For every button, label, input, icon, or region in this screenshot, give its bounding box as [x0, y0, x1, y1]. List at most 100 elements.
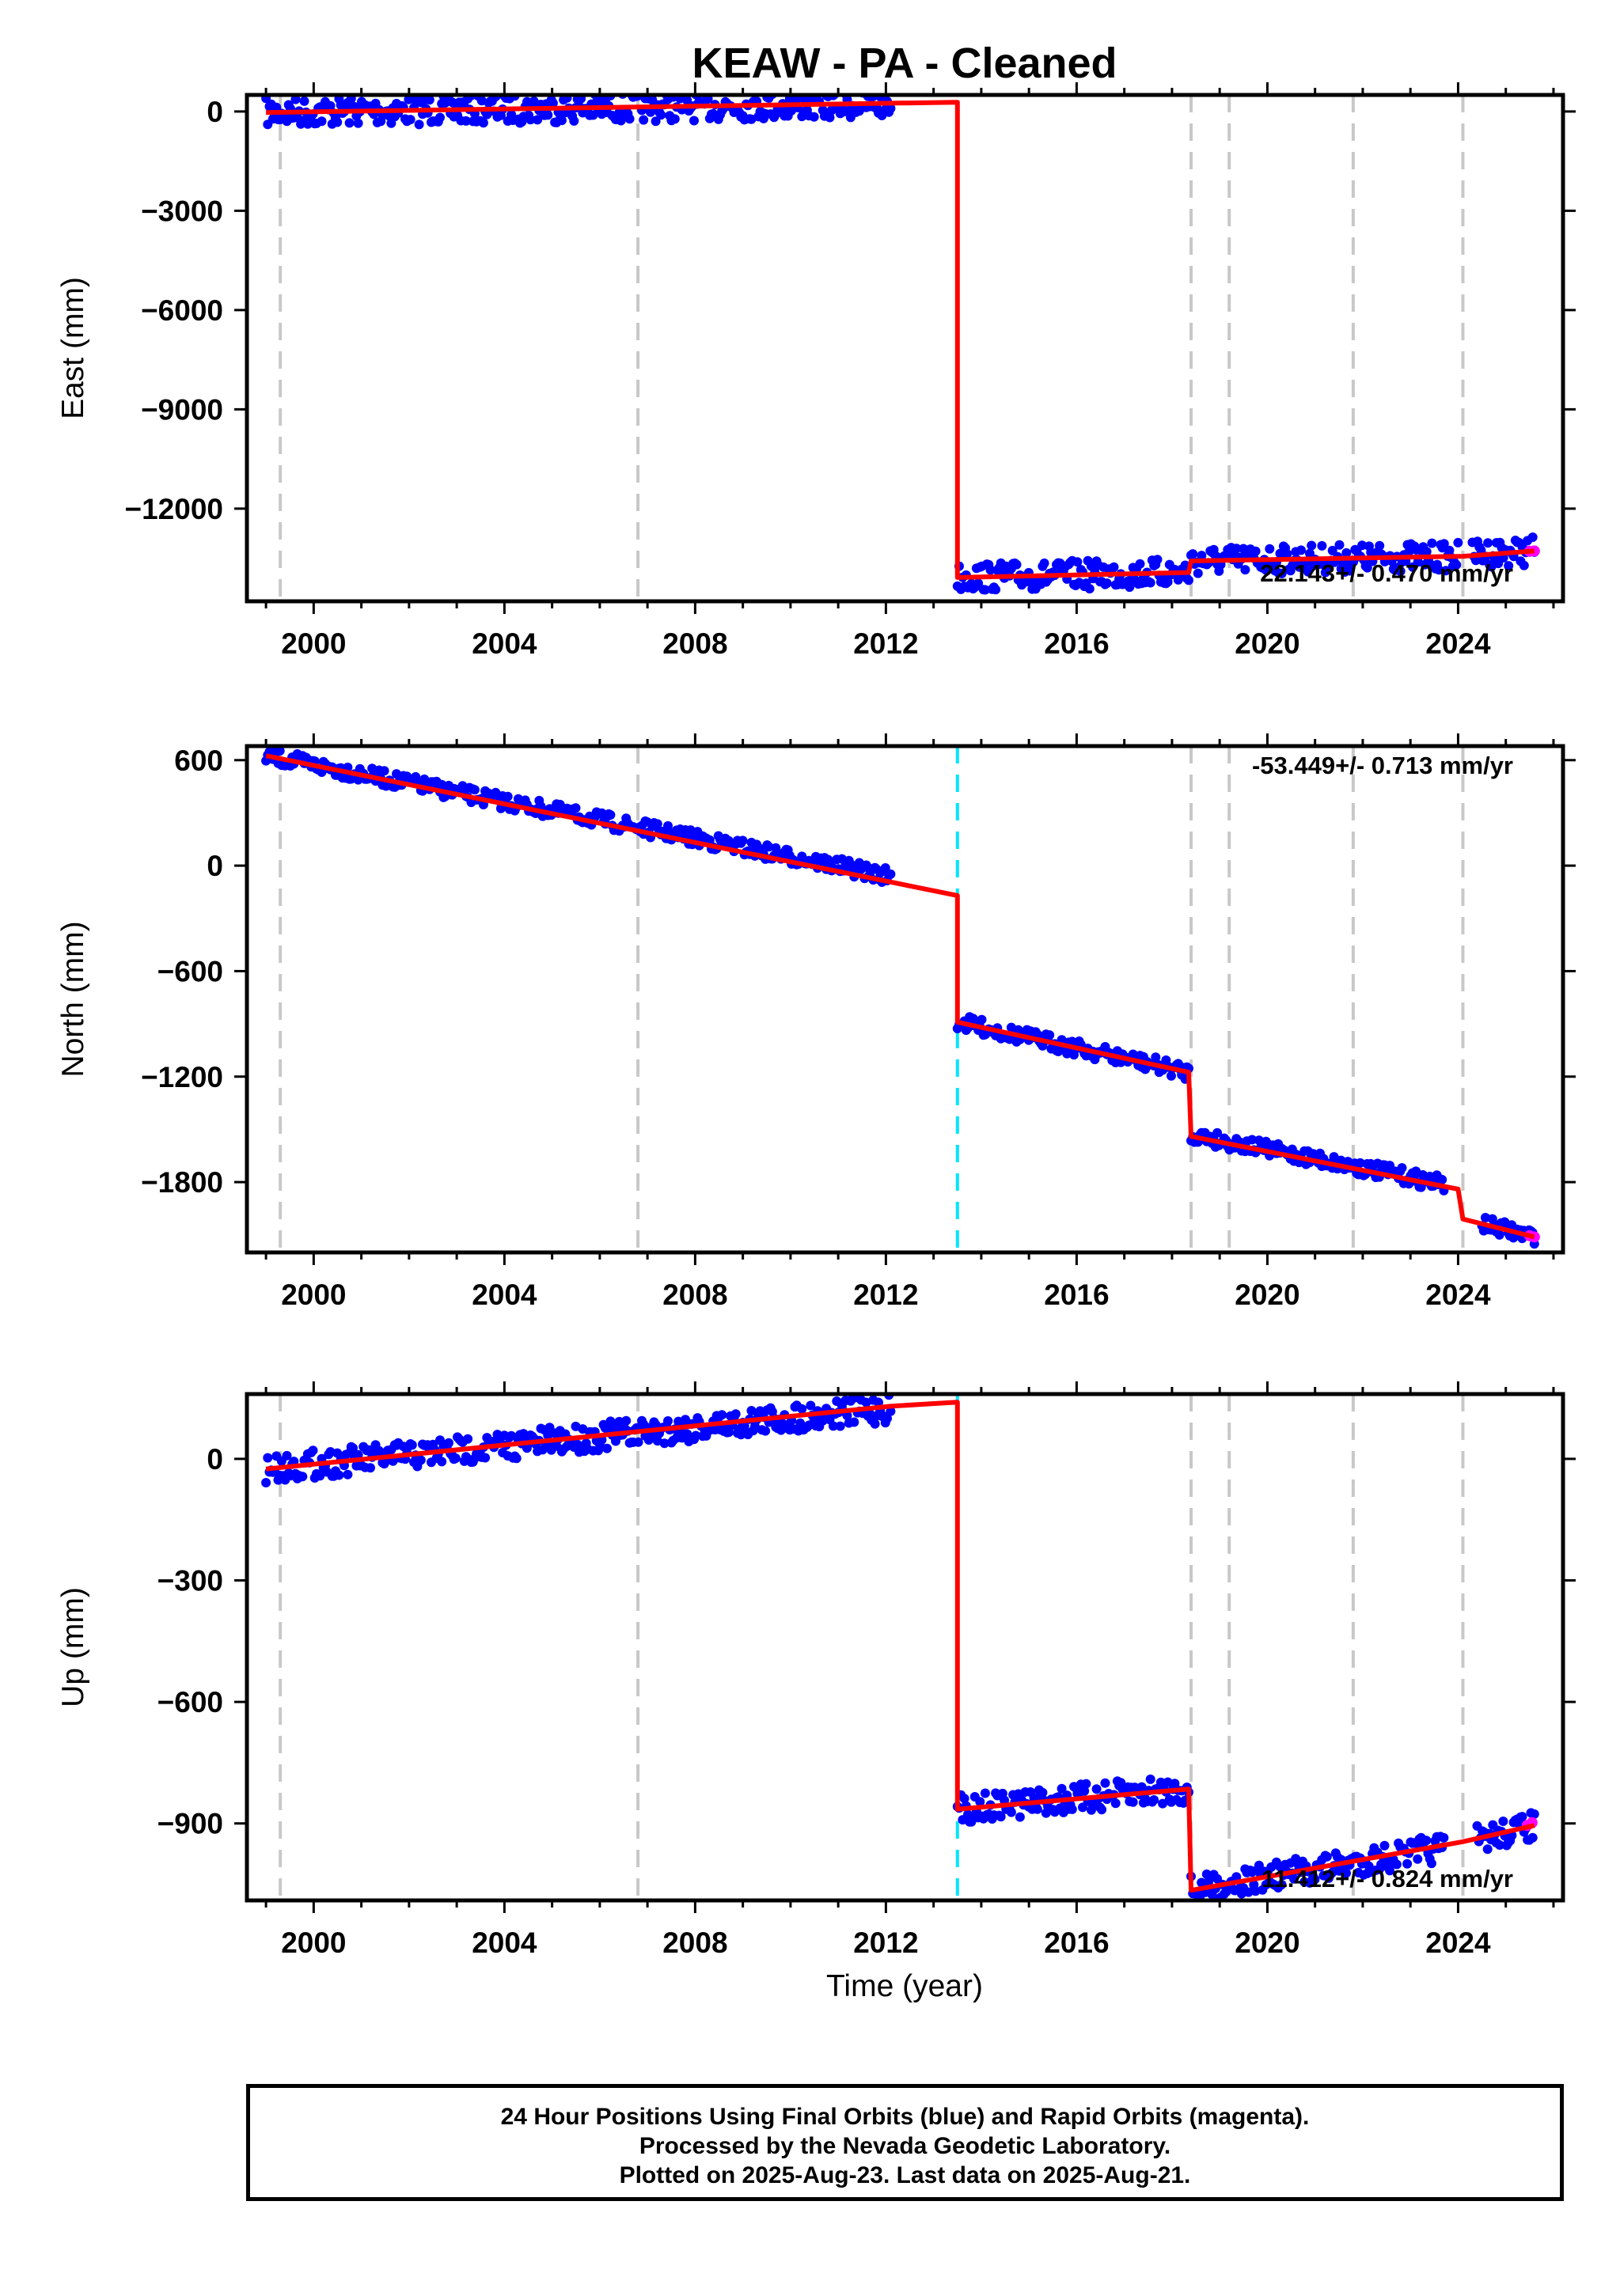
final-orbit-point — [1265, 544, 1275, 554]
north-rate-annotation: -53.449+/- 0.713 mm/yr — [1252, 752, 1513, 779]
final-orbit-point — [1067, 1804, 1077, 1814]
final-orbit-point — [1231, 544, 1242, 554]
final-orbit-point — [991, 585, 1001, 595]
final-orbit-point — [797, 1404, 807, 1414]
final-orbit-point — [414, 119, 424, 130]
final-orbit-point — [1317, 540, 1327, 551]
final-orbit-point — [366, 1463, 375, 1473]
final-orbit-point — [1151, 1052, 1161, 1063]
north-x-tick-label-2024: 2024 — [1425, 1279, 1491, 1311]
final-orbit-point — [1391, 1859, 1402, 1870]
final-orbit-point — [746, 1406, 757, 1415]
east-x-tick-label-2000: 2000 — [281, 627, 346, 660]
final-orbit-point — [1167, 1070, 1176, 1081]
final-orbit-point — [1504, 561, 1514, 571]
final-orbit-point — [325, 100, 336, 111]
final-orbit-point — [682, 1429, 692, 1439]
east-x-tick-label-2024: 2024 — [1425, 627, 1491, 660]
final-orbit-point — [1439, 539, 1449, 549]
east-y-tick-label-0: 0 — [207, 96, 223, 128]
final-orbit-point — [1277, 1880, 1287, 1889]
final-orbit-point — [624, 114, 635, 124]
final-orbit-point — [825, 112, 835, 123]
final-orbit-point — [1327, 545, 1337, 555]
final-orbit-point — [1039, 558, 1049, 568]
final-orbit-point — [1204, 1877, 1213, 1887]
final-orbit-point — [263, 1453, 273, 1463]
final-orbit-point — [424, 95, 434, 105]
final-orbit-point — [1289, 1874, 1299, 1884]
final-orbit-point — [689, 116, 699, 126]
final-orbit-point — [447, 97, 457, 108]
final-orbit-point — [1296, 545, 1306, 555]
final-orbit-point — [332, 117, 343, 127]
north-x-tick-label-2000: 2000 — [281, 1279, 346, 1311]
panels: 2000 2004 2008 2012 2016 2020 20240−3000−6000−… — [56, 82, 1576, 1959]
footer-line-3: Plotted on 2025-Aug-23. Last data on 202… — [619, 2162, 1191, 2188]
final-orbit-point — [1495, 1840, 1504, 1850]
final-orbit-point — [346, 95, 356, 104]
final-orbit-point — [835, 1421, 845, 1431]
up-x-tick-label-2016: 2016 — [1044, 1927, 1109, 1959]
final-orbit-point — [1395, 566, 1406, 576]
final-orbit-point — [973, 578, 984, 589]
east-y-tick-label--9000: −9000 — [141, 393, 223, 426]
final-orbit-point — [334, 1470, 344, 1480]
up-frame — [245, 1392, 1565, 1903]
final-orbit-point — [1247, 1135, 1258, 1145]
final-orbit-point — [1155, 1777, 1166, 1787]
final-orbit-point — [511, 1453, 522, 1464]
north-x-tick-label-2020: 2020 — [1235, 1279, 1299, 1311]
final-orbit-point — [1032, 1804, 1042, 1814]
final-orbit-point — [1072, 557, 1083, 567]
final-orbit-point — [379, 766, 389, 776]
final-orbit-point — [503, 791, 513, 801]
final-orbit-point — [663, 820, 673, 831]
final-orbit-point — [605, 810, 616, 820]
final-orbit-point — [886, 104, 896, 113]
final-orbit-point — [344, 118, 355, 128]
north-x-tick-label-2008: 2008 — [662, 1279, 727, 1311]
final-orbit-point — [1091, 1784, 1102, 1794]
final-orbit-point — [1125, 582, 1135, 593]
east-rate-annotation: 22.143+/- 0.470 mm/yr — [1260, 559, 1513, 587]
final-orbit-point — [651, 116, 661, 127]
final-orbit-point — [809, 112, 819, 122]
final-orbit-point — [478, 118, 488, 128]
east-y-axis-label: East (mm) — [56, 277, 90, 419]
final-orbit-point — [1355, 1157, 1365, 1168]
final-orbit-point — [1110, 1798, 1121, 1809]
final-orbit-point — [806, 1400, 816, 1411]
final-orbit-point — [543, 110, 553, 120]
final-orbit-point — [556, 116, 567, 126]
final-orbit-point — [1079, 1786, 1090, 1796]
x-axis-label: Time (year) — [826, 1969, 983, 2003]
final-orbit-point — [730, 1409, 741, 1419]
final-orbit-point — [1441, 566, 1451, 576]
up-y-tick-label-0: 0 — [207, 1443, 223, 1476]
final-orbit-point — [1375, 540, 1385, 551]
final-orbit-point — [1197, 551, 1207, 561]
final-orbit-point — [317, 116, 327, 127]
final-orbit-point — [738, 835, 748, 846]
final-orbit-point — [614, 1416, 624, 1426]
east-x-tick-label-2008: 2008 — [662, 627, 727, 660]
final-orbit-point — [555, 799, 565, 809]
final-orbit-point — [621, 1415, 632, 1426]
final-orbit-point — [282, 1450, 292, 1461]
final-orbit-point — [415, 1455, 426, 1465]
final-orbit-point — [842, 1411, 852, 1421]
final-orbit-point — [870, 1419, 880, 1429]
final-orbit-point — [463, 1434, 473, 1444]
final-orbit-point — [764, 842, 774, 852]
final-orbit-point — [576, 95, 586, 104]
final-orbit-point — [886, 1406, 896, 1416]
final-orbit-point — [602, 1443, 612, 1453]
final-orbit-point — [548, 98, 558, 108]
final-orbit-point — [1483, 538, 1493, 548]
final-orbit-point — [1453, 537, 1463, 547]
final-orbit-point — [977, 1014, 987, 1025]
north-model-line — [265, 753, 1535, 1240]
final-orbit-point — [348, 1443, 358, 1453]
final-orbit-point — [290, 95, 301, 104]
